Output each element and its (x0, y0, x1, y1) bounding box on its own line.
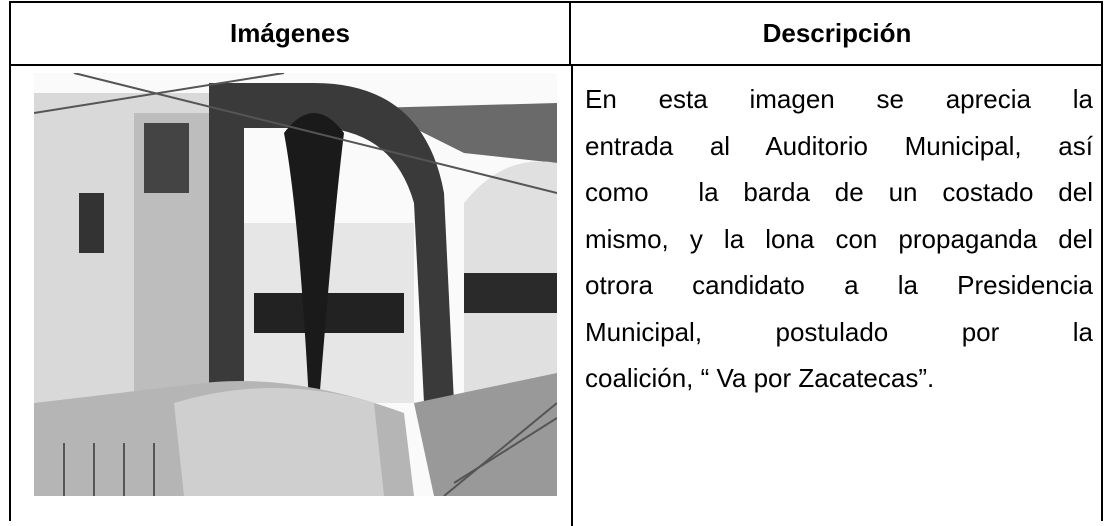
photo (34, 73, 557, 496)
description-line: En esta imagen se aprecia la (585, 84, 1093, 114)
description-cell: En esta imagen se aprecia la entrada al A… (585, 76, 1093, 402)
description-line: mismo, y la lona con propaganda del (585, 223, 1093, 254)
page: {"table": {"headers": ["Imágenes", "Desc… (9, 1, 1103, 526)
column-divider (571, 66, 573, 526)
header-cell: Imágenes (11, 3, 571, 66)
description-line: otrora candidato a la Presidencia (585, 270, 1093, 300)
header-cell: Descripción (571, 3, 1103, 66)
description-line: como la barda de un costado del (585, 177, 1093, 207)
description-line: Municipal, postulado por la (585, 316, 1093, 347)
table: Imágenes Descripción En esta imagen se a… (9, 1, 1103, 526)
description-line: entrada al Auditorio Municipal, así (585, 130, 1093, 161)
description-line: coalición, “ Va por Zacatecas”. (585, 363, 935, 393)
